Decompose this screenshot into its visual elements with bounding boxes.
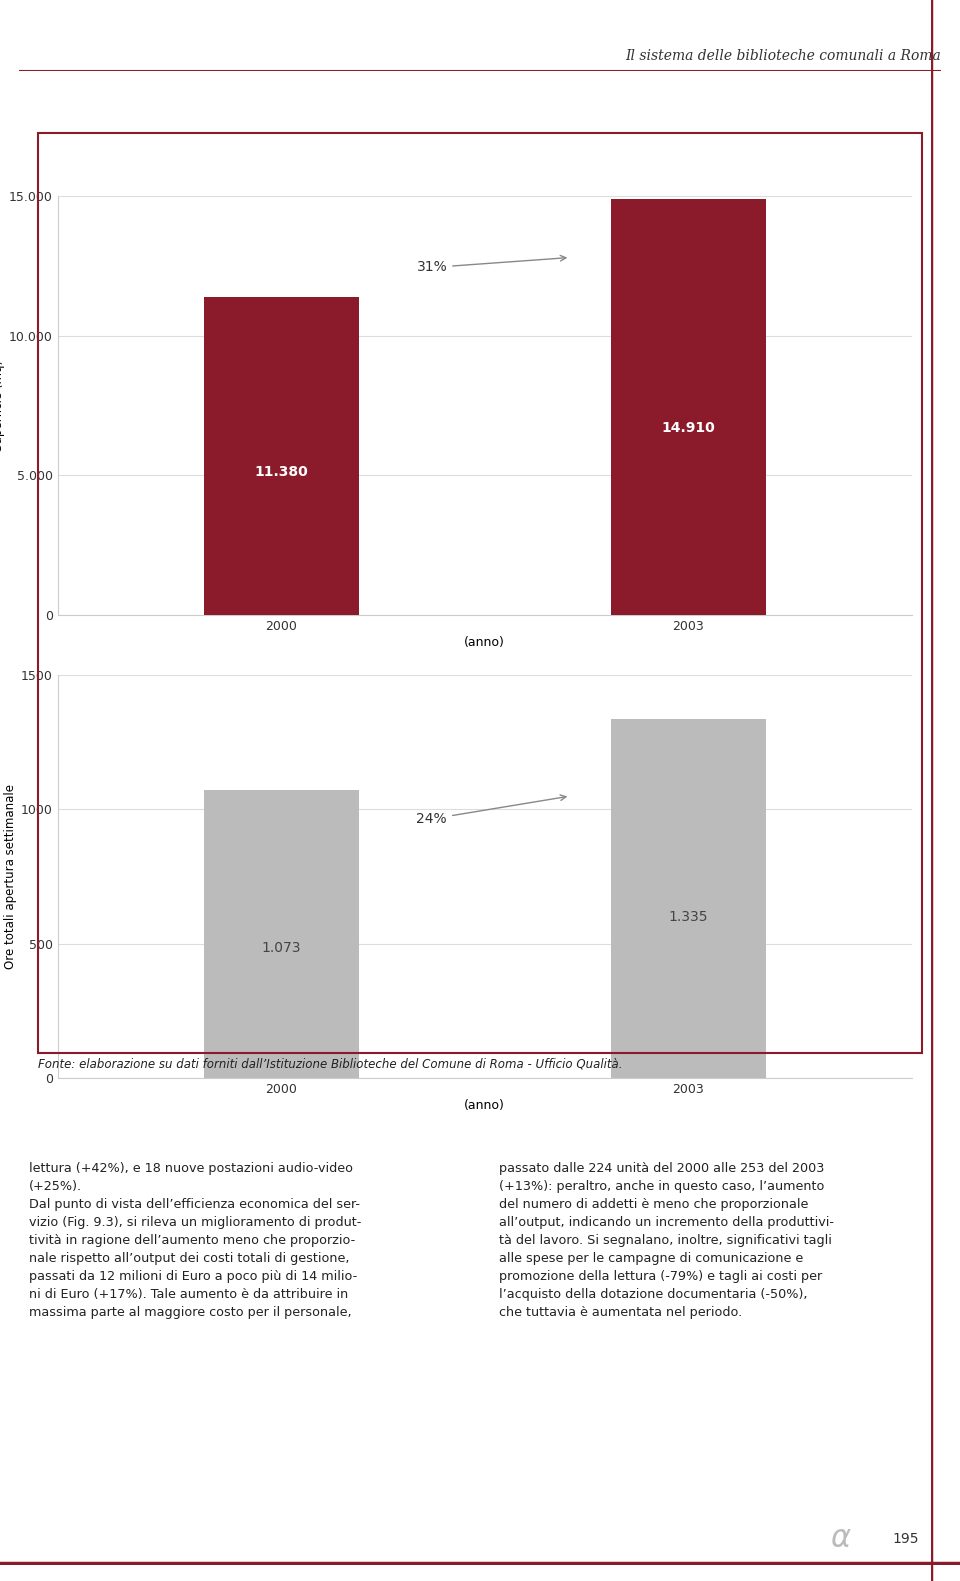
Y-axis label: Ore totali apertura settimanale: Ore totali apertura settimanale	[4, 784, 16, 969]
Text: Fonte: elaborazione su dati forniti dall’Istituzione Biblioteche del Comune di R: Fonte: elaborazione su dati forniti dall…	[38, 1058, 623, 1070]
Text: 1.073: 1.073	[262, 941, 301, 955]
X-axis label: (anno): (anno)	[465, 636, 505, 648]
Bar	[611, 719, 765, 1078]
Text: Il sistema delle biblioteche comunali a Roma: Il sistema delle biblioteche comunali a …	[625, 49, 941, 63]
Text: Fig. 9.1: Fig. 9.1	[65, 149, 118, 161]
Bar	[611, 199, 765, 615]
Text: passato dalle 224 unità del 2000 alle 253 del 2003
(+13%): peraltro, anche in qu: passato dalle 224 unità del 2000 alle 25…	[499, 1162, 834, 1319]
Text: α: α	[830, 1524, 850, 1553]
Text: 31%: 31%	[417, 256, 565, 275]
Text: Confronto 2000-2003: La superficie e le ore di apertura: Confronto 2000-2003: La superficie e le …	[326, 149, 742, 161]
Text: lettura (+42%), e 18 nuove postazioni audio-video
(+25%).
Dal punto di vista del: lettura (+42%), e 18 nuove postazioni au…	[29, 1162, 361, 1319]
Bar	[204, 297, 359, 615]
Text: 195: 195	[893, 1532, 920, 1546]
Y-axis label: Superficie (mq): Superficie (mq)	[0, 360, 5, 451]
Text: 14.910: 14.910	[661, 421, 715, 435]
Text: 1.335: 1.335	[668, 909, 708, 923]
Text: 11.380: 11.380	[254, 465, 308, 479]
Text: 24%: 24%	[417, 795, 566, 825]
Bar	[204, 790, 359, 1078]
X-axis label: (anno): (anno)	[465, 1099, 505, 1111]
